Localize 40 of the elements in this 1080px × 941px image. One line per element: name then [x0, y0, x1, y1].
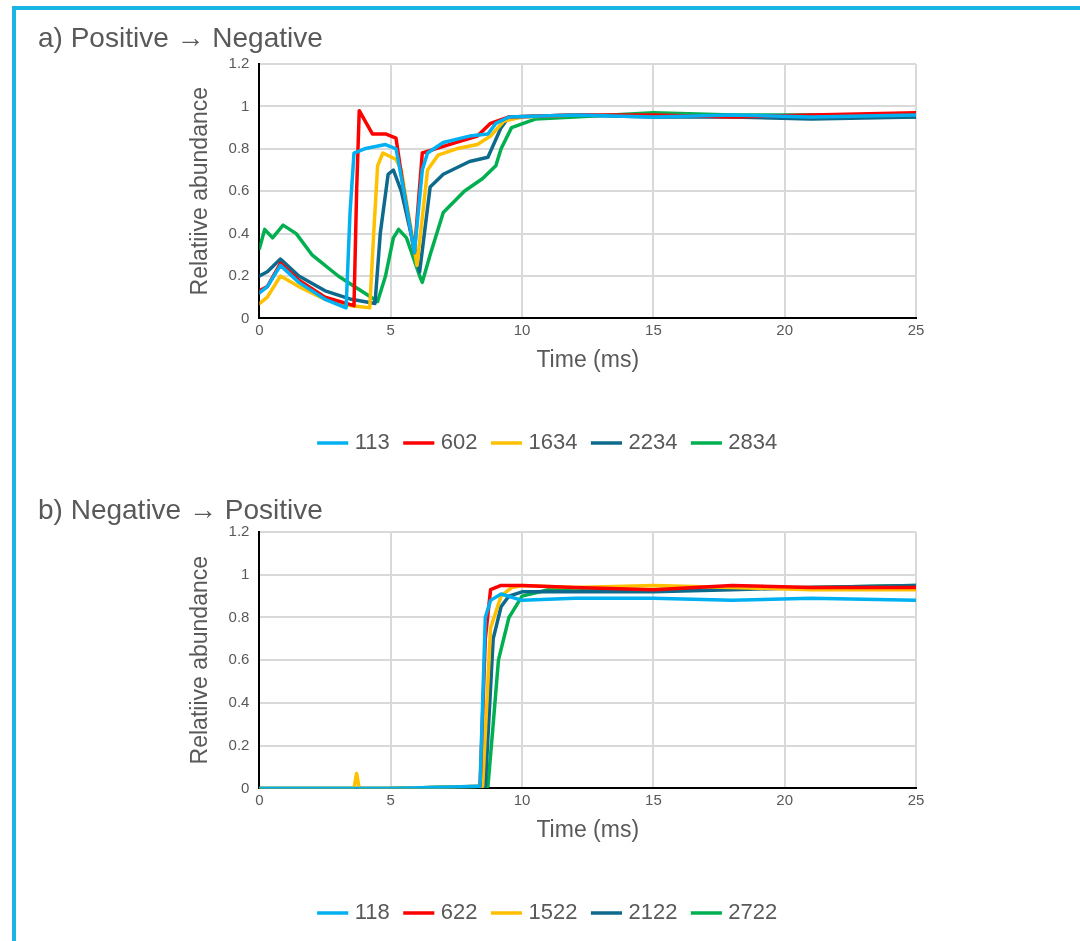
y-tick-label: 0.2	[228, 735, 250, 753]
x-tick-label: 5	[386, 320, 395, 338]
legend-label: 1634	[528, 429, 578, 455]
x-tick-label: 20	[776, 790, 794, 808]
y-tick-label: 0.8	[228, 607, 250, 625]
x-tick-label: 25	[907, 790, 925, 808]
chart-title: a) Positive → Negative	[38, 22, 323, 54]
legend-label: 622	[440, 899, 478, 925]
y-tick-label: 0	[241, 778, 250, 796]
y-tick-label: 0.4	[228, 223, 250, 241]
x-tick-label: 0	[255, 320, 264, 338]
legend-label: 1522	[528, 899, 578, 925]
legend-label: 2122	[628, 899, 678, 925]
x-tick-label: 15	[645, 790, 662, 808]
x-tick-label: 0	[255, 790, 264, 808]
x-axis-title: Time (ms)	[536, 815, 640, 842]
y-tick-label: 0.6	[228, 181, 250, 199]
y-tick-label: 0.4	[228, 693, 250, 711]
legend-label: 2722	[728, 899, 778, 925]
x-tick-label: 20	[776, 320, 794, 338]
y-tick-label: 0.2	[228, 266, 250, 284]
legend-label: 602	[440, 429, 478, 455]
y-tick-label: 0.6	[228, 650, 250, 668]
y-tick-label: 1.2	[228, 54, 250, 72]
x-tick-label: 15	[645, 320, 662, 338]
y-axis-title: Relatiive abundance	[186, 86, 213, 296]
y-axis-title: Relatiive abundance	[186, 555, 213, 765]
x-tick-label: 10	[513, 320, 531, 338]
y-tick-label: 1	[241, 96, 250, 114]
legend-label: 118	[354, 899, 390, 925]
legend-label: 113	[354, 429, 390, 455]
x-tick-label: 10	[513, 790, 531, 808]
x-tick-label: 5	[386, 790, 395, 808]
legend-label: 2834	[728, 429, 778, 455]
x-tick-label: 25	[907, 320, 925, 338]
y-tick-label: 0.8	[228, 138, 250, 156]
legend-label: 2234	[628, 429, 678, 455]
y-tick-label: 0	[241, 308, 250, 326]
y-tick-label: 1	[241, 564, 250, 582]
x-axis-title: Time (ms)	[536, 345, 640, 372]
